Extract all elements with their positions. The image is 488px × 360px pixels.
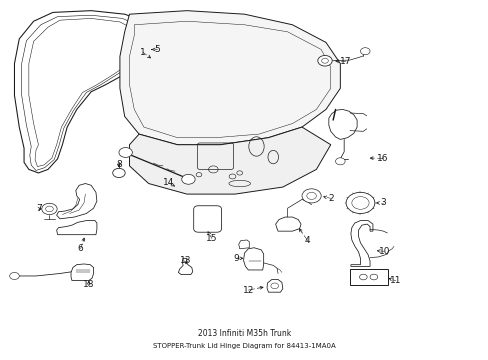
Polygon shape <box>238 240 249 249</box>
Polygon shape <box>71 264 93 280</box>
Text: STOPPER-Trunk Lid Hinge Diagram for 84413-1MA0A: STOPPER-Trunk Lid Hinge Diagram for 8441… <box>153 343 335 349</box>
Text: 14: 14 <box>163 178 174 187</box>
Circle shape <box>182 174 195 184</box>
Text: 9: 9 <box>232 254 238 263</box>
FancyBboxPatch shape <box>349 269 387 285</box>
Text: 10: 10 <box>378 247 389 256</box>
Text: 1: 1 <box>140 48 145 57</box>
Text: 6: 6 <box>78 244 83 253</box>
Circle shape <box>112 168 125 177</box>
Polygon shape <box>129 127 330 194</box>
Text: 16: 16 <box>376 154 387 163</box>
Text: 17: 17 <box>340 57 351 66</box>
Text: 11: 11 <box>389 276 401 285</box>
Text: 15: 15 <box>206 234 217 243</box>
Polygon shape <box>243 248 263 270</box>
Circle shape <box>41 203 57 215</box>
Circle shape <box>302 189 321 203</box>
Polygon shape <box>15 11 153 173</box>
Polygon shape <box>275 217 301 231</box>
Text: 3: 3 <box>380 198 386 207</box>
FancyBboxPatch shape <box>193 206 221 232</box>
Text: 7: 7 <box>37 204 42 213</box>
Circle shape <box>10 273 19 279</box>
Circle shape <box>360 48 369 55</box>
Text: 5: 5 <box>154 45 160 54</box>
Circle shape <box>119 148 132 157</box>
Polygon shape <box>350 221 372 266</box>
Polygon shape <box>57 221 97 235</box>
Text: 2: 2 <box>327 194 333 203</box>
Polygon shape <box>178 258 192 275</box>
Text: 12: 12 <box>242 285 253 294</box>
Polygon shape <box>120 11 340 145</box>
Polygon shape <box>266 279 282 292</box>
Text: 2013 Infiniti M35h Trunk: 2013 Infiniti M35h Trunk <box>198 329 290 338</box>
Circle shape <box>317 55 331 66</box>
Text: 8: 8 <box>116 159 122 168</box>
Circle shape <box>335 158 345 165</box>
Text: 4: 4 <box>305 236 310 245</box>
Text: 18: 18 <box>83 280 94 289</box>
Circle shape <box>346 192 374 213</box>
Text: 13: 13 <box>180 256 191 265</box>
Polygon shape <box>57 184 97 219</box>
Polygon shape <box>328 109 356 139</box>
